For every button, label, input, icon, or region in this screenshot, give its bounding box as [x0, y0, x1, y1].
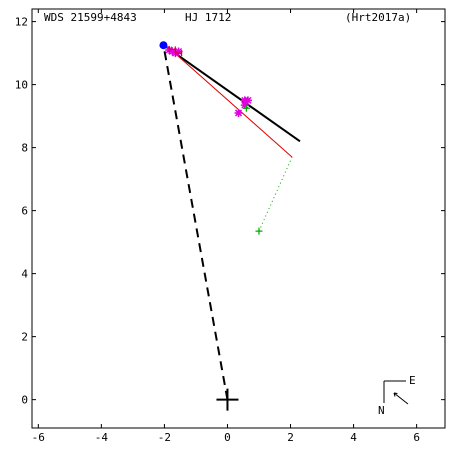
orbit-lines — [162, 45, 301, 400]
primary-star-marker — [216, 388, 239, 411]
plot-frame — [31, 8, 446, 429]
primary-to-companion-dashed-line — [162, 45, 229, 400]
compass-arrow — [393, 392, 409, 405]
blue-companion-point — [159, 41, 168, 50]
compass-arrow-head — [393, 392, 398, 397]
chart-header-right: (Hrt2017a) — [345, 11, 411, 24]
compass-north-label: N — [378, 404, 385, 417]
compass: E N — [378, 374, 416, 417]
plot-border — [31, 8, 446, 429]
magenta-star-point — [240, 101, 249, 110]
axis-ticks — [32, 9, 445, 428]
magenta-cluster-point — [168, 47, 177, 56]
y-tick-label: 10 — [15, 79, 28, 92]
orbit-red-line — [167, 46, 293, 158]
magenta-cluster-point — [174, 47, 183, 56]
x-tick-label: 6 — [413, 431, 420, 444]
x-tick-label: 0 — [224, 431, 231, 444]
x-tick-label: -2 — [158, 431, 171, 444]
red-measure-mark — [174, 50, 183, 57]
y-tick-labels: 0 2 4 6 8 10 12 — [15, 16, 29, 407]
y-tick-label: 12 — [15, 16, 28, 29]
x-tick-label: -6 — [32, 431, 45, 444]
orbit-black-line — [165, 45, 301, 143]
chart-header-left: WDS 21599+4843 — [44, 11, 137, 24]
x-tick-label: 4 — [350, 431, 357, 444]
magenta-star-point — [234, 108, 243, 117]
green-plus-point — [255, 227, 263, 235]
green-plus-point — [242, 104, 250, 112]
x-tick-labels: -6 -4 -2 0 2 4 6 — [32, 431, 420, 444]
y-tick-label: 6 — [21, 205, 28, 218]
compass-east-label: E — [409, 374, 416, 387]
green-dotted-line — [258, 156, 293, 232]
x-tick-label: -4 — [95, 431, 109, 444]
y-tick-label: 4 — [21, 268, 28, 281]
magenta-star-point — [243, 96, 252, 105]
y-tick-label: 2 — [21, 331, 28, 344]
chart-header-center: HJ 1712 — [185, 11, 231, 24]
x-tick-label: 2 — [287, 431, 294, 444]
y-tick-label: 8 — [21, 142, 28, 155]
y-tick-label: 0 — [21, 394, 28, 407]
data-points — [159, 41, 263, 411]
